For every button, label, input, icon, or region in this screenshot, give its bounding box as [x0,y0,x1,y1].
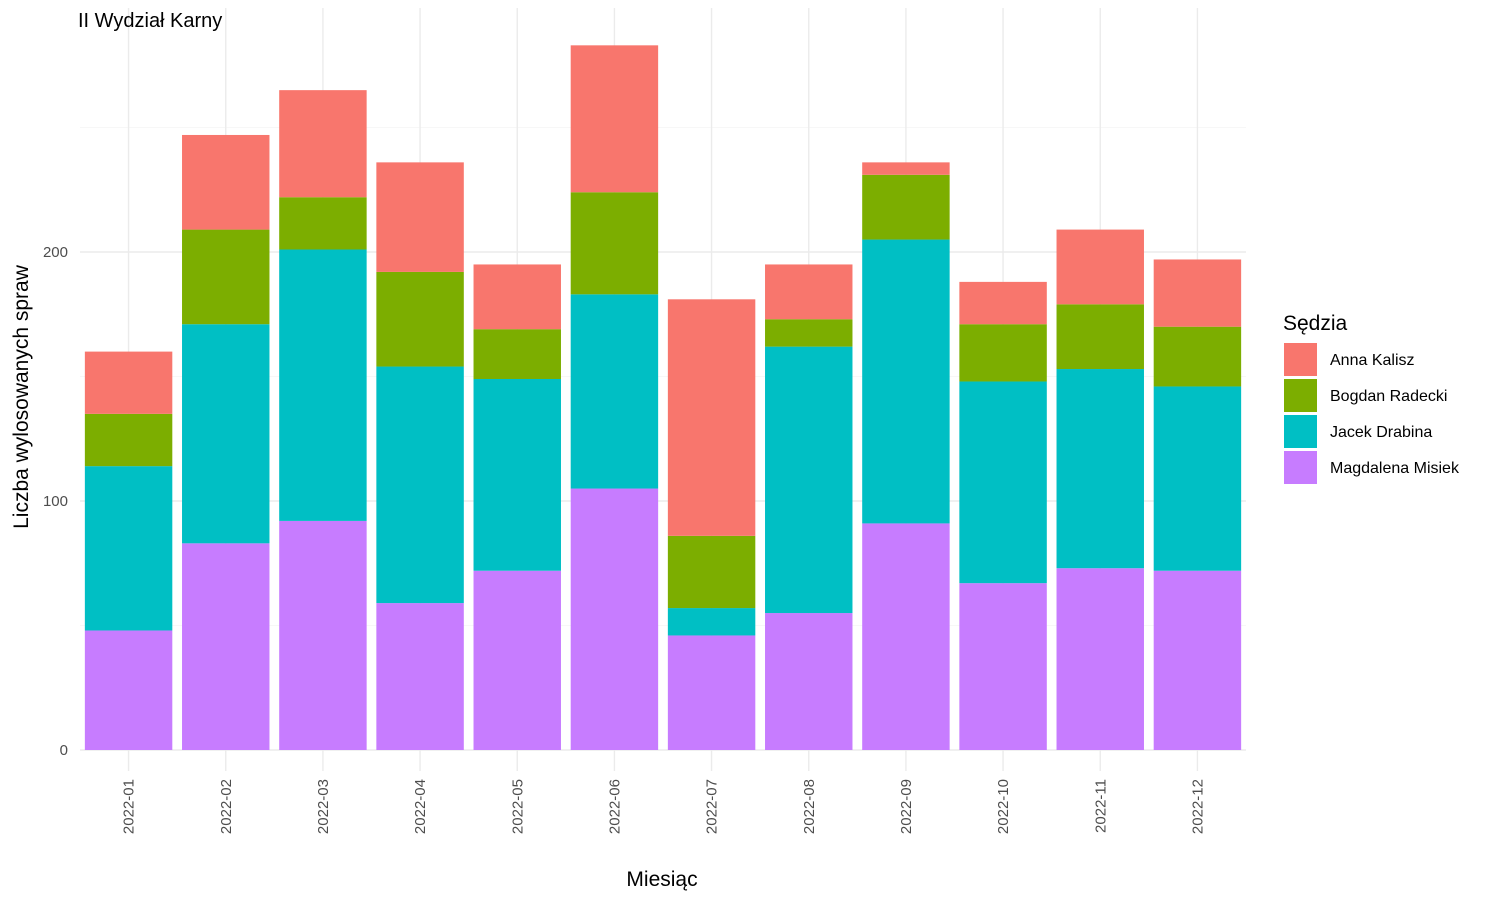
bar-segment [279,90,367,198]
legend-swatch [1284,451,1317,484]
y-tick-label: 100 [43,493,68,510]
bar-segment [667,635,756,750]
x-tick-label: 2022-09 [898,779,915,834]
bar-segment [765,264,853,320]
bar-segment [473,329,561,379]
bar-segment [959,583,1047,750]
bar-segment [84,413,173,467]
bar-segment [570,192,659,295]
bar-segment [376,162,464,272]
bar-segment [1056,304,1144,370]
x-tick-label: 2022-12 [1189,779,1206,834]
x-tick-label: 2022-06 [606,779,623,834]
y-axis-title: Liczba wylosowanych spraw [10,264,33,529]
x-tick-label: 2022-02 [218,779,235,834]
bar-segment [1056,369,1144,569]
chart-title: II Wydział Karny [78,10,222,32]
bar-segment [667,299,756,536]
bar-segment [182,229,270,325]
y-tick-label: 200 [43,244,68,261]
bar-segment [862,523,950,750]
legend-swatch [1284,379,1317,412]
bar-segment [473,378,561,571]
legend-label: Jacek Drabina [1330,424,1432,441]
bar-segment [1153,326,1242,387]
bar-segment [1153,259,1242,327]
bar-segment [1056,568,1144,750]
x-tick-label: 2022-04 [412,779,429,834]
bars [84,45,1242,750]
bar-segment [1153,386,1242,571]
bar-segment [84,351,173,414]
x-tick-label: 2022-07 [704,779,721,834]
bar-segment [765,346,853,614]
bar-segment [1153,570,1242,750]
bar-segment [765,319,853,347]
x-tick-label: 2022-01 [121,779,138,834]
bar-segment [84,466,173,631]
bar-segment [570,45,659,193]
bar-segment [570,294,659,489]
legend-label: Anna Kalisz [1330,352,1415,369]
legend-title: Sędzia [1283,312,1348,335]
y-axis-ticks: 0 100 200 [43,244,68,759]
bar-segment [376,271,464,367]
bar-segment [765,613,853,750]
bar-segment [279,520,367,750]
legend-label: Magdalena Misiek [1330,460,1460,477]
bar-segment [667,608,756,636]
bar-segment [959,324,1047,382]
legend-label: Bogdan Radecki [1330,388,1447,405]
bar-segment [376,366,464,604]
bar-segment [376,603,464,750]
bar-segment [1056,229,1144,305]
x-axis-ticks: 2022-01 2022-02 2022-03 2022-04 2022-05 2022-… [121,779,1207,834]
bar-segment [473,570,561,750]
x-tick-label: 2022-05 [509,779,526,834]
bar-segment [862,162,950,175]
bar-segment [279,197,367,250]
bar-segment [182,324,270,544]
bar-segment [667,535,756,609]
legend: Sędzia Anna Kalisz Bogdan Radecki Jacek Dr… [1283,312,1460,484]
bar-segment [959,281,1047,325]
bar-segment [182,543,270,750]
y-tick-label: 0 [60,742,68,759]
bar-segment [279,249,367,521]
bar-segment [862,174,950,240]
x-tick-label: 2022-11 [1092,779,1109,833]
bar-segment [84,630,173,750]
bar-segment [862,239,950,524]
legend-swatch [1284,343,1317,376]
bar-segment [570,488,659,750]
x-axis-title: Miesiąc [626,868,697,891]
x-tick-label: 2022-03 [315,779,332,834]
x-tick-label: 2022-08 [801,779,818,834]
bar-segment [959,381,1047,584]
x-tick-label: 2022-10 [995,779,1012,834]
bar-segment [473,264,561,330]
legend-swatch [1284,415,1317,448]
bar-segment [182,134,270,230]
